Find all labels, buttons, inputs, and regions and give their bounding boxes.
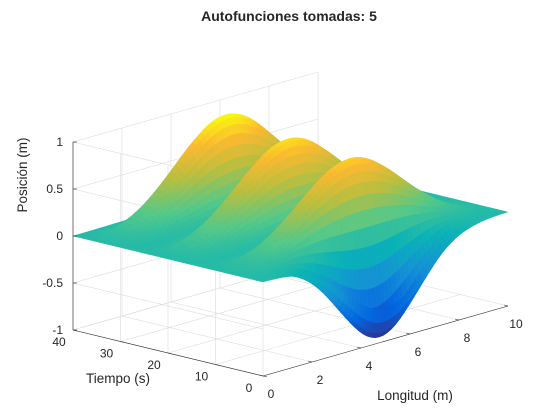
chart-title: Autofunciones tomadas: 5 (201, 8, 377, 24)
surface-mesh (72, 113, 509, 338)
axis-line (262, 305, 509, 377)
